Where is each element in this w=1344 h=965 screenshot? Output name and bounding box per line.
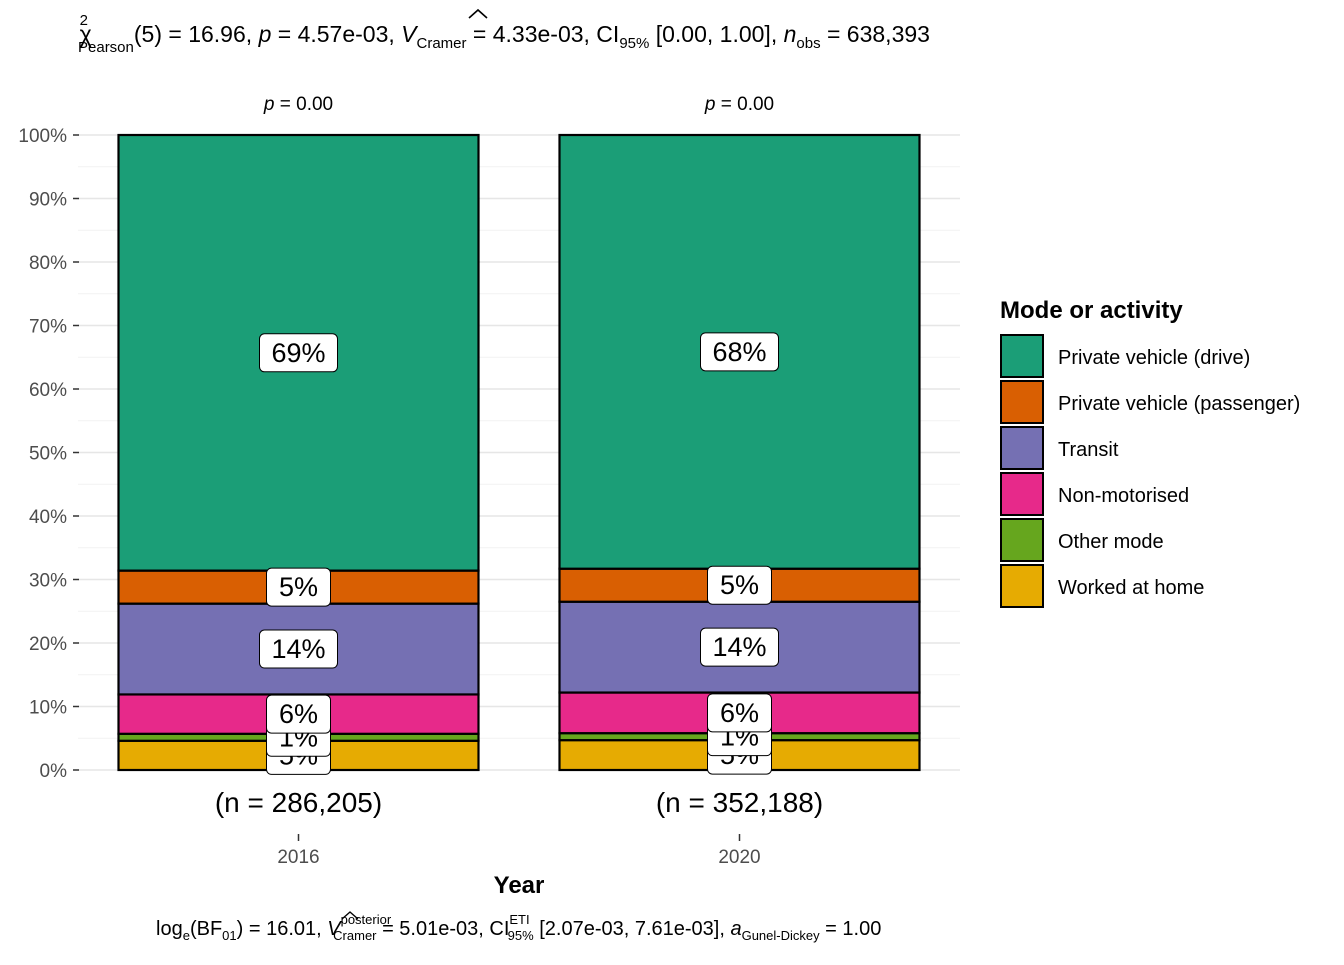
chart-subtitle: χ2 Pearson(5) = 16.96, p = 4.57e-03, VCra… xyxy=(78,12,930,56)
y-tick-label: 70% xyxy=(29,317,67,338)
x-tick-label: 2016 xyxy=(277,847,319,868)
sample-size-label: (n = 286,205) xyxy=(215,787,382,818)
legend-item-label: Transit xyxy=(1058,439,1119,461)
x-axis: p = 0.00 (n = 286,205) 2016 p = 0.00 (n = 35… xyxy=(215,94,823,868)
y-tick-label: 90% xyxy=(29,190,67,211)
legend-swatch xyxy=(1000,518,1044,562)
bars-layer xyxy=(117,133,921,772)
data-label: 5% xyxy=(279,572,318,602)
chart-caption: loge(BF01) = 16.01, Vposterior Cramer = 5… xyxy=(156,912,881,943)
y-tick-label: 80% xyxy=(29,253,67,274)
sample-size-label: (n = 352,188) xyxy=(656,787,823,818)
y-axis: 0% 10% 20% 30% 40% 50% 60% 70% 80% 90% 100% xyxy=(18,126,79,782)
data-label: 5% xyxy=(720,570,759,600)
data-label-box xyxy=(707,693,772,733)
y-tick-label: 40% xyxy=(29,507,67,528)
data-label: 6% xyxy=(720,698,759,728)
data-label: 68% xyxy=(712,337,766,367)
y-tick-label: 60% xyxy=(29,380,67,401)
y-tick-label: 20% xyxy=(29,634,67,655)
legend-swatch xyxy=(1000,334,1044,378)
data-label-box xyxy=(266,567,331,607)
data-label: 14% xyxy=(271,634,325,664)
y-tick-label: 10% xyxy=(29,698,67,719)
x-axis-title: Year xyxy=(494,872,545,899)
data-label: 69% xyxy=(271,338,325,368)
data-label-box xyxy=(700,627,779,667)
data-label-box xyxy=(266,694,331,734)
v-hat-accent xyxy=(468,8,488,19)
x-tick-label: 2020 xyxy=(718,847,760,868)
data-label-box xyxy=(259,333,338,373)
y-tick-label: 100% xyxy=(18,126,67,147)
legend: Private vehicle (drive) Private vehicle (… xyxy=(1000,334,1300,608)
data-label-box xyxy=(259,629,338,669)
caption-v-hat-accent xyxy=(341,911,359,920)
legend-item-label: Non-motorised xyxy=(1058,485,1189,507)
data-label-box xyxy=(707,565,772,605)
data-label-box xyxy=(700,332,779,372)
p-value-label: p = 0.00 xyxy=(263,94,333,115)
legend-swatch xyxy=(1000,426,1044,470)
legend-item-label: Worked at home xyxy=(1058,577,1204,599)
data-label: 6% xyxy=(279,699,318,729)
legend-item-label: Private vehicle (drive) xyxy=(1058,347,1250,369)
legend-item-label: Private vehicle (passenger) xyxy=(1058,393,1300,415)
y-tick-label: 0% xyxy=(40,761,68,782)
data-labels-layer: 5%1%6%14%5%69%5%1%6%14%5%68% xyxy=(259,332,779,775)
y-tick-label: 50% xyxy=(29,444,67,465)
data-label: 14% xyxy=(712,632,766,662)
y-tick-label: 30% xyxy=(29,571,67,592)
legend-title: Mode or activity xyxy=(1000,297,1183,324)
p-value-label: p = 0.00 xyxy=(704,94,774,115)
legend-swatch xyxy=(1000,564,1044,608)
legend-swatch xyxy=(1000,380,1044,424)
legend-item-label: Other mode xyxy=(1058,531,1164,553)
legend-swatch xyxy=(1000,472,1044,516)
